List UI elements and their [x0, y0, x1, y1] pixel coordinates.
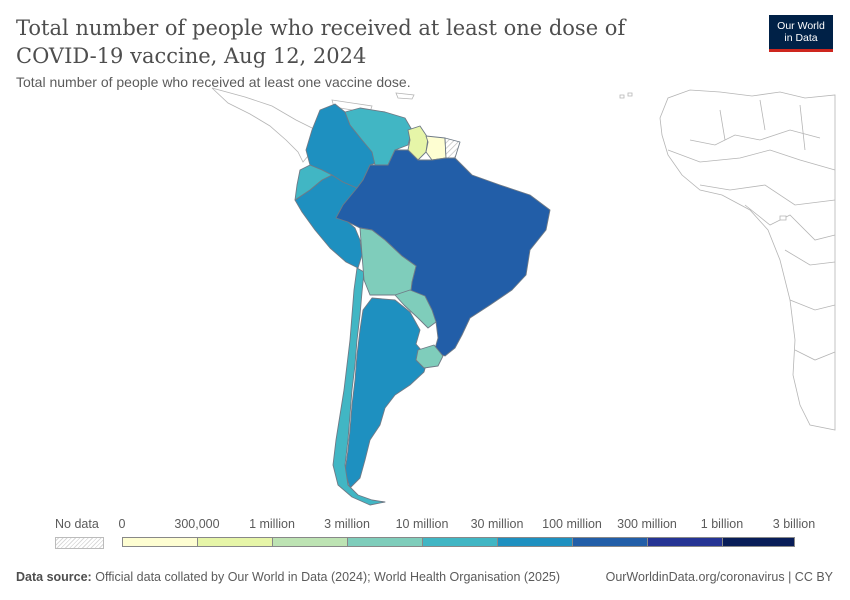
- region-guyana[interactable]: [407, 125, 429, 161]
- data-source-label: Data source:: [16, 570, 92, 584]
- region-french-guiana[interactable]: [444, 137, 461, 159]
- legend-no-data-label: No data: [55, 517, 99, 531]
- legend-bin-8[interactable]: [647, 537, 723, 547]
- legend-bin-2[interactable]: [197, 537, 273, 547]
- source-link[interactable]: OurWorldinData.org/coronavirus | CC BY: [605, 570, 833, 584]
- region-paraguay[interactable]: [394, 289, 437, 329]
- legend-bin-3[interactable]: [272, 537, 348, 547]
- owid-logo[interactable]: Our World in Data: [769, 15, 833, 52]
- south-america: [294, 103, 551, 506]
- legend-bin-4[interactable]: [347, 537, 423, 547]
- logo-line-2: in Data: [784, 32, 818, 44]
- logo-line-1: Our World: [777, 20, 825, 32]
- legend-label-5: 30 million: [470, 517, 524, 531]
- chart-title: Total number of people who received at l…: [16, 16, 626, 68]
- legend-label-9: 3 billion: [772, 517, 816, 531]
- legend-label-2: 1 million: [249, 517, 295, 531]
- legend-label-4: 10 million: [395, 517, 449, 531]
- legend-bin-6[interactable]: [497, 537, 573, 547]
- legend-no-data-swatch: [55, 537, 104, 549]
- background-land: [211, 87, 836, 431]
- region-chile[interactable]: [332, 267, 386, 506]
- legend-label-3: 3 million: [324, 517, 370, 531]
- legend-label-7: 300 million: [617, 517, 677, 531]
- legend-bin-7[interactable]: [572, 537, 648, 547]
- legend-label-6: 100 million: [542, 517, 602, 531]
- legend-label-0: 0: [118, 517, 126, 531]
- legend-label-1: 300,000: [174, 517, 220, 531]
- region-ecuador[interactable]: [294, 164, 333, 201]
- region-suriname[interactable]: [425, 135, 447, 161]
- data-source: Data source: Official data collated by O…: [16, 570, 560, 584]
- region-argentina[interactable]: [344, 297, 429, 489]
- legend-bin-1[interactable]: [122, 537, 198, 547]
- chart-subtitle: Total number of people who received at l…: [16, 74, 411, 90]
- region-uruguay[interactable]: [415, 344, 444, 369]
- legend-label-8: 1 billion: [700, 517, 744, 531]
- legend-bin-9[interactable]: [722, 537, 795, 547]
- legend-bin-5[interactable]: [422, 537, 498, 547]
- data-source-text: Official data collated by Our World in D…: [95, 570, 561, 584]
- world-map[interactable]: [0, 0, 850, 510]
